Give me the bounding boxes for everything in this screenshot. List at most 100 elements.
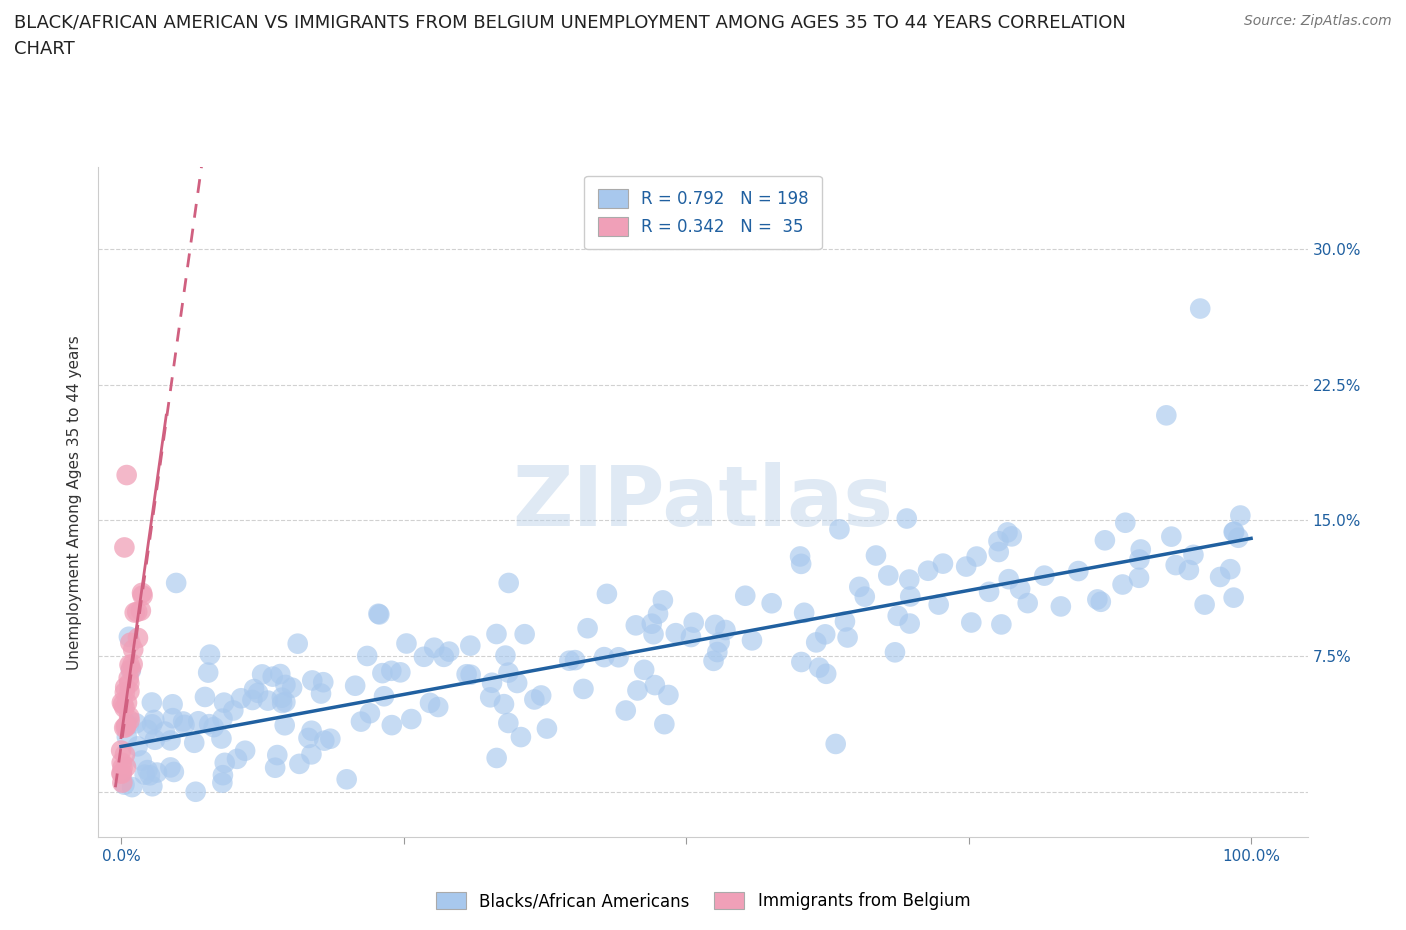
Point bbox=[122, 643, 145, 658]
Point bbox=[1229, 508, 1251, 523]
Point bbox=[654, 717, 676, 732]
Point bbox=[111, 776, 134, 790]
Point bbox=[257, 693, 280, 708]
Point bbox=[641, 617, 664, 631]
Point bbox=[651, 593, 673, 608]
Point bbox=[607, 650, 630, 665]
Point bbox=[495, 648, 517, 663]
Point bbox=[136, 723, 159, 737]
Point bbox=[1050, 599, 1073, 614]
Point bbox=[987, 534, 1010, 549]
Text: Source: ZipAtlas.com: Source: ZipAtlas.com bbox=[1244, 14, 1392, 28]
Point bbox=[247, 685, 270, 700]
Point bbox=[966, 549, 988, 564]
Point bbox=[198, 647, 221, 662]
Point bbox=[301, 724, 323, 738]
Point bbox=[163, 764, 186, 779]
Point bbox=[162, 697, 184, 711]
Point bbox=[1189, 301, 1212, 316]
Point bbox=[990, 617, 1012, 631]
Point bbox=[187, 714, 209, 729]
Point bbox=[898, 589, 921, 604]
Point bbox=[112, 721, 135, 736]
Point bbox=[114, 747, 136, 762]
Point bbox=[479, 690, 502, 705]
Point bbox=[1178, 563, 1201, 578]
Point bbox=[143, 712, 166, 727]
Point bbox=[460, 638, 482, 653]
Point bbox=[118, 658, 141, 672]
Point bbox=[614, 703, 637, 718]
Point bbox=[115, 468, 138, 483]
Point bbox=[1033, 568, 1056, 583]
Point bbox=[498, 665, 520, 680]
Point bbox=[118, 671, 141, 685]
Point bbox=[281, 680, 304, 695]
Point bbox=[427, 699, 450, 714]
Point bbox=[848, 579, 870, 594]
Y-axis label: Unemployment Among Ages 35 to 44 years: Unemployment Among Ages 35 to 44 years bbox=[67, 335, 83, 670]
Point bbox=[896, 512, 918, 526]
Point bbox=[312, 675, 335, 690]
Point bbox=[111, 695, 134, 710]
Point bbox=[274, 695, 297, 710]
Point bbox=[214, 755, 236, 770]
Point bbox=[309, 686, 332, 701]
Point bbox=[564, 653, 586, 668]
Point bbox=[194, 689, 217, 704]
Point bbox=[1219, 562, 1241, 577]
Text: BLACK/AFRICAN AMERICAN VS IMMIGRANTS FROM BELGIUM UNEMPLOYMENT AMONG AGES 35 TO : BLACK/AFRICAN AMERICAN VS IMMIGRANTS FRO… bbox=[14, 14, 1126, 59]
Point bbox=[262, 670, 284, 684]
Point bbox=[297, 730, 319, 745]
Point bbox=[1222, 591, 1244, 605]
Point bbox=[702, 654, 724, 669]
Point bbox=[1111, 578, 1133, 592]
Point bbox=[1114, 515, 1136, 530]
Point bbox=[433, 649, 456, 664]
Point bbox=[127, 631, 149, 645]
Point bbox=[1209, 569, 1232, 584]
Point bbox=[865, 548, 887, 563]
Point bbox=[1223, 525, 1246, 539]
Point bbox=[136, 763, 159, 777]
Point bbox=[423, 640, 446, 655]
Point bbox=[1085, 592, 1108, 607]
Point bbox=[1129, 542, 1152, 557]
Point bbox=[114, 700, 136, 715]
Point bbox=[626, 683, 648, 698]
Point bbox=[368, 607, 391, 622]
Point bbox=[806, 635, 828, 650]
Point bbox=[120, 635, 142, 650]
Point bbox=[898, 617, 921, 631]
Point bbox=[344, 678, 367, 693]
Point bbox=[112, 697, 135, 711]
Point bbox=[389, 665, 412, 680]
Point bbox=[815, 667, 838, 682]
Point bbox=[242, 693, 264, 708]
Point bbox=[1090, 594, 1112, 609]
Point bbox=[359, 706, 381, 721]
Point bbox=[131, 753, 153, 768]
Point bbox=[212, 696, 235, 711]
Point bbox=[485, 627, 508, 642]
Point bbox=[301, 673, 323, 688]
Point bbox=[558, 653, 581, 668]
Point bbox=[212, 768, 235, 783]
Point bbox=[593, 650, 616, 665]
Point bbox=[793, 605, 815, 620]
Point bbox=[485, 751, 508, 765]
Point bbox=[301, 747, 323, 762]
Point bbox=[828, 522, 851, 537]
Point bbox=[111, 761, 134, 776]
Point bbox=[243, 682, 266, 697]
Point bbox=[266, 748, 288, 763]
Point bbox=[125, 716, 148, 731]
Point bbox=[184, 784, 207, 799]
Point bbox=[492, 697, 515, 711]
Point bbox=[706, 644, 728, 659]
Point bbox=[886, 608, 908, 623]
Point bbox=[381, 718, 404, 733]
Point bbox=[264, 761, 287, 776]
Point bbox=[111, 766, 134, 781]
Point bbox=[211, 776, 233, 790]
